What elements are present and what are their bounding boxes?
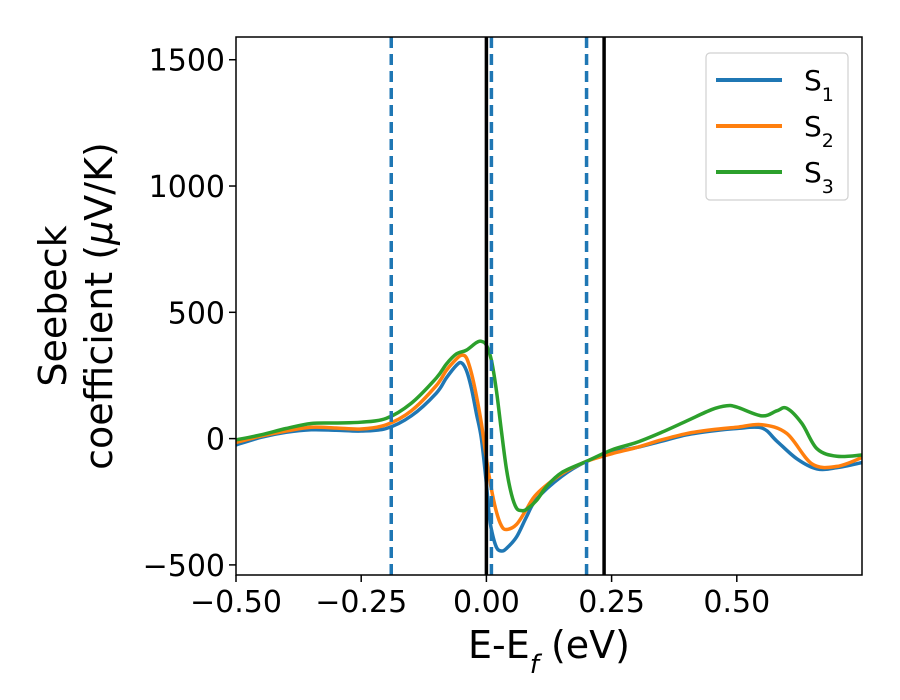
legend-label-s2: S2 <box>804 110 834 152</box>
x-tick-label: 0.00 <box>453 585 520 620</box>
x-axis: −0.50 −0.25 0.00 0.25 0.50 <box>190 575 770 620</box>
y-tick-label: −500 <box>143 549 225 584</box>
y-tick-label: 1000 <box>149 170 225 205</box>
series-line-s3 <box>236 339 862 513</box>
y-axis-label-line1: Seebeck <box>31 225 75 386</box>
series-line-s1 <box>236 360 862 553</box>
legend-label-s3: S3 <box>804 156 834 198</box>
series-line-s2 <box>236 353 862 532</box>
x-tick-label: −0.25 <box>315 585 407 620</box>
y-axis: −500 0 500 1000 1500 <box>143 44 236 584</box>
y-axis-label-line2: coefficient (μV/K) <box>77 142 121 470</box>
x-tick-label: −0.50 <box>190 585 282 620</box>
plot-area <box>236 37 862 575</box>
y-tick-label: 1500 <box>149 44 225 79</box>
x-axis-label: E-Ef (eV) <box>468 623 630 680</box>
legend-label-s1: S1 <box>804 64 834 106</box>
x-tick-label: 0.50 <box>703 585 770 620</box>
y-tick-label: 0 <box>206 423 225 458</box>
plot-frame <box>235 36 863 576</box>
y-tick-label: 500 <box>168 296 225 331</box>
x-tick-label: 0.25 <box>578 585 645 620</box>
